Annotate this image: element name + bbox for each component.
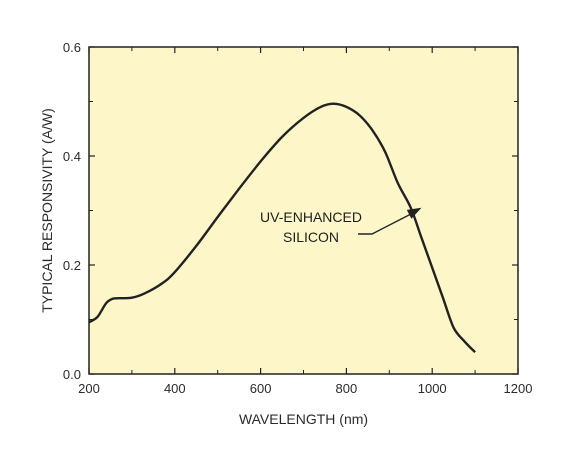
responsivity-line	[88, 102, 476, 354]
x-tick-label: 1000	[418, 381, 447, 396]
x-tick-label: 400	[164, 381, 186, 396]
x-axis-label: WAVELENGTH (nm)	[239, 411, 368, 427]
y-tick-label: 0.2	[63, 258, 81, 273]
tick-labels: 200 400 600 800 1000 1200 0.0 0.2 0.4 0.6	[63, 40, 533, 396]
y-tick-label: 0.6	[63, 40, 81, 55]
x-tick-label: 600	[250, 381, 272, 396]
x-tick-label: 1200	[504, 381, 533, 396]
plot-area	[89, 47, 518, 374]
annotation-arrow-line	[358, 213, 412, 235]
y-tick-label: 0.0	[63, 367, 81, 382]
annotation-line-1: UV-ENHANCED	[260, 209, 362, 225]
y-tick-label: 0.4	[63, 149, 81, 164]
plot-frame	[88, 46, 519, 375]
y-axis-label: TYPICAL RESPONSIVITY (A/W)	[39, 108, 55, 313]
annotation-line-2: SILICON	[283, 229, 339, 245]
x-tick-label: 200	[78, 381, 100, 396]
curve-annotation: UV-ENHANCED SILICON	[260, 207, 422, 245]
annotation-arrow-head	[406, 207, 422, 219]
x-tick-label: 800	[336, 381, 358, 396]
